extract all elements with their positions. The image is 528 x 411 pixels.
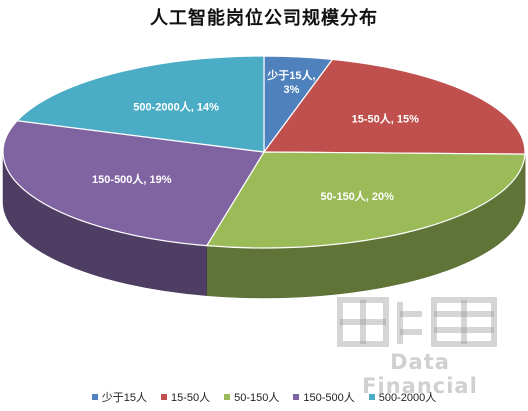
legend-label: 少于15人: [101, 392, 147, 404]
legend-label: 500-2000人: [378, 392, 437, 404]
legend-swatch: [293, 394, 300, 400]
watermark-logo-icon: [337, 297, 497, 347]
pie-slices: [2, 55, 526, 249]
slice-label-2: 50-150人, 20%: [321, 189, 395, 203]
legend-item-0: 少于15人: [91, 389, 147, 405]
slice-label-1: 15-50人, 15%: [352, 112, 419, 126]
pie-plot-area: 少于15人, 3% 15-50人, 15% 50-150人, 20% 150-500人,…: [2, 55, 526, 299]
watermark-text: Data Financial: [362, 350, 478, 398]
slice-value-label-0: 3%: [283, 84, 299, 96]
slice-2: [205, 151, 526, 249]
legend-item-2: 50-150人: [224, 389, 279, 405]
watermark: Data Financial: [330, 292, 510, 398]
legend-label: 15-50人: [170, 392, 211, 404]
slice-label-4: 500-2000人, 14%: [133, 100, 219, 114]
legend-label: 150-500人: [303, 392, 355, 404]
slice-4: [15, 55, 265, 153]
legend-swatch: [224, 394, 231, 400]
legend-item-3: 150-500人: [293, 389, 355, 405]
legend-swatch: [160, 394, 167, 400]
slice-label-3: 150-500人, 19%: [92, 172, 172, 186]
legend: 少于15人 15-50人 50-150人 150-500人 500-2000人: [0, 389, 528, 405]
legend-label: 50-150人: [234, 392, 280, 404]
legend-item-1: 15-50人: [160, 389, 211, 405]
chart-title: 人工智能岗位公司规模分布: [150, 8, 378, 29]
slice-label-0: 少于15人,: [266, 68, 315, 82]
slice-3: [2, 120, 265, 247]
legend-item-4: 500-2000人: [368, 389, 437, 405]
slice-1: [262, 58, 526, 155]
legend-swatch: [91, 394, 98, 400]
slice-labels: 少于15人, 3% 15-50人, 15% 50-150人, 20% 150-500人,…: [92, 68, 419, 203]
legend-swatch: [368, 394, 375, 400]
